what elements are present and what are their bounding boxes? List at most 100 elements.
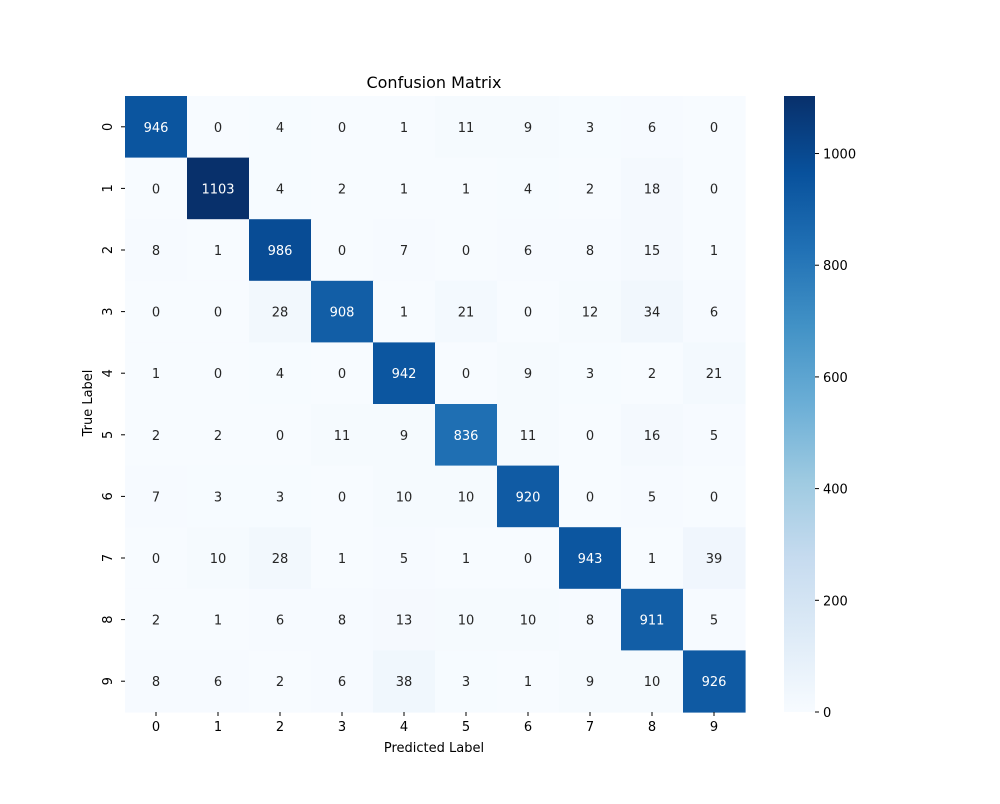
y-tick-label: 8 [101,615,116,623]
cell-value-label: 3 [586,121,594,136]
heatmap-cell [683,219,746,282]
heatmap-cell [559,527,622,590]
heatmap-cell [249,342,312,405]
heatmap-cell [249,157,312,220]
cell-value-label: 0 [524,306,532,321]
heatmap-cell [497,650,560,713]
colorbar [784,96,815,712]
heatmap-cell [311,157,374,220]
heatmap-cell [683,404,746,467]
heatmap-cell [683,342,746,405]
cell-value-label: 0 [338,367,346,382]
heatmap-cell [559,465,622,528]
x-tick-label: 3 [338,720,346,735]
cell-value-label: 10 [458,490,475,505]
heatmap-cell [373,96,436,159]
colorbar-ticks: 0 200 400 600 800 1000 [815,148,856,721]
heatmap-cell [311,527,374,590]
y-tick-label: 1 [101,184,116,192]
cell-value-label: 1 [710,244,718,259]
heatmap-cell [373,650,436,713]
cell-value-label: 34 [644,306,661,321]
y-tick-label: 7 [101,554,116,562]
cell-value-label: 0 [152,182,160,197]
cell-value-label: 0 [338,244,346,259]
heatmap-cell [497,219,560,282]
cell-value-label: 4 [276,121,284,136]
cell-value-label: 0 [338,121,346,136]
colorbar-tick-label: 1000 [823,148,856,163]
heatmap-cell [683,650,746,713]
cell-value-label: 2 [152,614,160,629]
heatmap-cell [249,588,312,651]
y-tick-label: 3 [101,307,116,315]
heatmap-cell [559,588,622,651]
cell-annotations: 946 0 4 0 1 11 9 3 6 00 1103 4 2 1 1 4 2 18 08 1 986 0 7 0 6 8 15 1… [144,121,727,690]
x-axis-label: Predicted Label [384,741,484,756]
cell-value-label: 6 [214,675,222,690]
heatmap-cell [187,219,250,282]
cell-value-label: 10 [458,614,475,629]
x-tick-label: 5 [462,720,470,735]
cell-value-label: 836 [454,429,479,444]
cell-value-label: 10 [520,614,537,629]
heatmap-cell [683,280,746,343]
cell-value-label: 0 [276,429,284,444]
colorbar-tick-label: 400 [823,483,848,498]
colorbar-tick-label: 800 [823,259,848,274]
cell-value-label: 11 [458,121,475,136]
y-tick-label: 0 [101,123,116,131]
cell-value-label: 942 [392,367,417,382]
heatmap-cell [373,465,436,528]
heatmap-cell [373,342,436,405]
cell-value-label: 28 [272,306,289,321]
cell-value-label: 1 [400,121,408,136]
heatmap-cell [125,527,188,590]
heatmap-cell [497,342,560,405]
heatmap-cell [621,465,684,528]
cell-value-label: 15 [644,244,661,259]
cell-value-label: 9 [524,367,532,382]
heatmap-cell [187,465,250,528]
heatmap-cell [435,588,498,651]
cell-value-label: 39 [706,552,723,567]
heatmap-cell [435,157,498,220]
heatmap-cell [125,280,188,343]
cell-value-label: 3 [462,675,470,690]
cell-value-label: 0 [710,490,718,505]
heatmap-cell [125,219,188,282]
heatmap-cell [311,96,374,159]
heatmap-cell [125,404,188,467]
heatmap-cells [125,96,746,713]
cell-value-label: 1 [214,614,222,629]
cell-value-label: 9 [400,429,408,444]
cell-value-label: 1103 [201,182,234,197]
heatmap-cell [187,650,250,713]
cell-value-label: 2 [586,182,594,197]
heatmap-cell [187,342,250,405]
heatmap-cell [559,404,622,467]
cell-value-label: 3 [276,490,284,505]
cell-value-label: 0 [462,244,470,259]
x-axis-ticks: 0 1 2 3 4 5 6 7 8 9 [152,712,718,735]
cell-value-label: 1 [214,244,222,259]
cell-value-label: 10 [396,490,413,505]
cell-value-label: 1 [152,367,160,382]
heatmap-cell [435,219,498,282]
heatmap-cell [621,404,684,467]
cell-value-label: 4 [276,182,284,197]
cell-value-label: 926 [702,675,727,690]
heatmap-cell [621,342,684,405]
heatmap-cell [311,588,374,651]
y-tick-label: 5 [101,431,116,439]
heatmap-cell [125,650,188,713]
heatmap-cell [683,527,746,590]
cell-value-label: 946 [144,121,169,136]
cell-value-label: 0 [214,121,222,136]
heatmap-cell [311,342,374,405]
heatmap-cell [187,96,250,159]
cell-value-label: 5 [400,552,408,567]
heatmap-cell [621,219,684,282]
cell-value-label: 28 [272,552,289,567]
